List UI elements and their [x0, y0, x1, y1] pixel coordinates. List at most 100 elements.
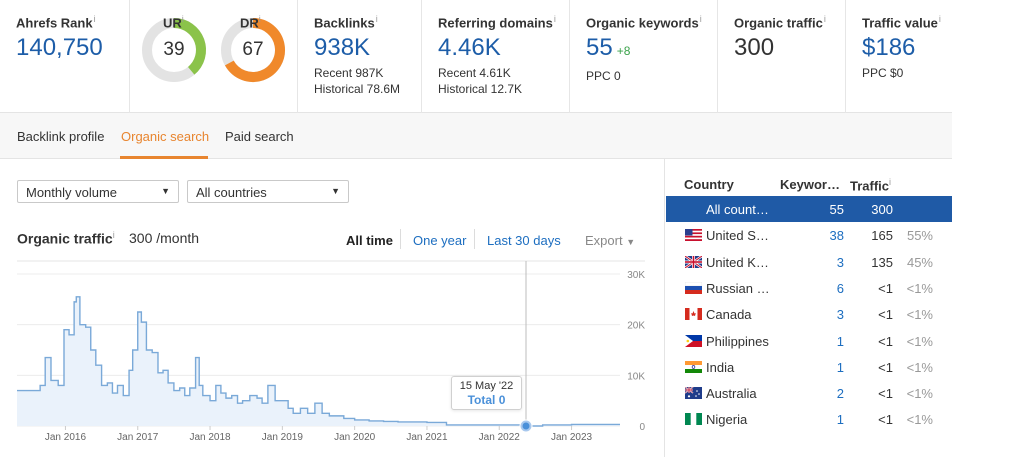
country-keywords[interactable]: 55: [829, 202, 844, 217]
info-icon[interactable]: i: [258, 14, 261, 24]
export-button[interactable]: Export ▼: [585, 233, 635, 248]
table-row[interactable]: Nigeria 1 <1 <1%: [666, 406, 952, 432]
organic-keywords-delta: +8: [616, 44, 631, 59]
traffic-column-header[interactable]: Traffici: [850, 177, 891, 193]
y-tick-label: 30K: [627, 270, 645, 281]
traffic-area: [17, 296, 620, 426]
organic-keywords-value[interactable]: 55: [586, 34, 613, 62]
info-icon[interactable]: i: [93, 14, 96, 24]
x-tick-label: Jan 2017: [117, 432, 159, 443]
referring-domains-recent: Recent 4.61K: [438, 66, 511, 81]
country-keywords[interactable]: 6: [836, 280, 844, 296]
country-name[interactable]: United K…: [706, 254, 769, 270]
country-keywords[interactable]: 3: [836, 307, 844, 323]
traffic-line: [17, 296, 620, 427]
range-one-year[interactable]: One year: [413, 233, 467, 248]
report-tabs: Backlink profile Organic search Paid sea…: [0, 113, 952, 159]
table-row[interactable]: United S… 38 165 55%: [666, 222, 952, 248]
chart-title: Organic traffici: [17, 230, 115, 247]
caret-down-icon: ▼: [161, 186, 170, 196]
info-icon[interactable]: i: [823, 14, 826, 24]
info-icon[interactable]: i: [553, 14, 556, 24]
table-row[interactable]: Australia 2 <1 <1%: [666, 380, 952, 406]
philippines-flag-icon: [685, 334, 702, 347]
ahrefs-rank-label: Ahrefs Rank: [16, 15, 93, 31]
country-traffic-share: <1%: [906, 386, 933, 402]
y-tick-label: 0: [639, 422, 645, 433]
backlinks-historical: Historical 78.6M: [314, 82, 401, 97]
info-icon: i: [889, 177, 892, 187]
keywords-column-header[interactable]: Keywor…: [780, 177, 840, 192]
ur-dr-gauges: [142, 18, 285, 82]
country-traffic-share: <1%: [906, 307, 933, 323]
range-all-time[interactable]: All time: [346, 233, 393, 248]
table-row[interactable]: United K… 3 135 45%: [666, 249, 952, 275]
country-name[interactable]: India: [706, 359, 735, 375]
caret-down-icon: ▼: [626, 237, 636, 247]
highlight-point: [522, 422, 530, 430]
tooltip-total: Total 0: [467, 393, 506, 407]
y-tick-label: 10K: [627, 371, 645, 382]
ur-gauge[interactable]: [142, 18, 206, 82]
tab-backlink-profile[interactable]: Backlink profile: [17, 129, 105, 144]
backlinks-recent: Recent 987K: [314, 66, 384, 81]
country-name[interactable]: Canada: [706, 307, 752, 323]
info-icon[interactable]: i: [181, 14, 184, 24]
nigeria-flag-icon: [685, 413, 702, 426]
country-name[interactable]: Philippines: [706, 333, 769, 349]
metric-ahrefs-rank: Ahrefs Ranki 140,750: [0, 0, 130, 113]
country-name[interactable]: Australia: [706, 386, 757, 402]
info-icon[interactable]: i: [112, 230, 115, 240]
dr-value: 67: [242, 39, 264, 60]
metric-traffic-value: Traffic valuei $186 PPC $0: [846, 0, 952, 113]
x-tick-label: Jan 2021: [406, 432, 448, 443]
country-keywords[interactable]: 1: [836, 359, 844, 375]
volume-select[interactable]: Monthly volume ▼: [17, 180, 179, 203]
organic-keywords-label: Organic keywords: [586, 15, 699, 31]
info-icon[interactable]: i: [375, 14, 378, 24]
range-last-30-days[interactable]: Last 30 days: [487, 233, 561, 248]
country-traffic: <1: [878, 386, 893, 402]
traffic-value-ppc: PPC $0: [862, 66, 904, 81]
country-table: Country Keywor… Traffici All count… 55 300…: [664, 159, 952, 457]
table-row[interactable]: India 1 <1 <1%: [666, 354, 952, 380]
organic-traffic-chart[interactable]: 30K 20K 10K 0 Jan 2016 Jan 2017 Jan 2018 Jan 20…: [0, 258, 660, 457]
country-name[interactable]: Russian …: [706, 280, 770, 296]
country-name[interactable]: United S…: [706, 228, 769, 244]
info-icon[interactable]: i: [699, 14, 702, 24]
x-tick-label: Jan 2023: [551, 432, 593, 443]
country-keywords[interactable]: 38: [829, 228, 844, 244]
table-row[interactable]: Russian … 6 <1 <1%: [666, 275, 952, 301]
country-name[interactable]: Nigeria: [706, 412, 748, 428]
table-row[interactable]: All count… 55 300: [666, 196, 952, 222]
info-icon[interactable]: i: [938, 14, 941, 24]
country-traffic: 165: [871, 228, 893, 244]
country-name[interactable]: All count…: [706, 202, 769, 217]
metric-organic-keywords: Organic keywordsi 55 +8 PPC 0: [570, 0, 718, 113]
traffic-column-header-text: Traffic: [850, 178, 890, 194]
country-keywords[interactable]: 1: [836, 333, 844, 349]
country-keywords[interactable]: 3: [836, 254, 844, 270]
table-row[interactable]: Philippines 1 <1 <1%: [666, 328, 952, 354]
dr-gauge[interactable]: [221, 18, 285, 82]
backlinks-value[interactable]: 938K: [314, 34, 371, 62]
tab-organic-search[interactable]: Organic search: [121, 129, 210, 144]
table-row[interactable]: Canada 3 <1 <1%: [666, 301, 952, 327]
country-traffic-share: 55%: [906, 228, 933, 244]
metric-organic-traffic: Organic traffici 300: [718, 0, 846, 113]
country-select[interactable]: All countries ▼: [187, 180, 349, 203]
us-flag-icon: [685, 229, 702, 242]
australia-flag-icon: [684, 386, 702, 400]
ahrefs-rank-value[interactable]: 140,750: [16, 34, 103, 62]
referring-domains-value[interactable]: 4.46K: [438, 34, 501, 62]
country-keywords[interactable]: 2: [836, 386, 844, 402]
country-traffic: <1: [878, 359, 893, 375]
country-traffic-share: 45%: [906, 254, 933, 270]
country-column-header[interactable]: Country: [684, 177, 734, 192]
country-traffic-share: <1%: [906, 280, 933, 296]
country-keywords[interactable]: 1: [836, 412, 844, 428]
russia-flag-icon: [684, 281, 703, 294]
dr-gauge-arc: [224, 18, 285, 82]
tab-paid-search[interactable]: Paid search: [225, 129, 294, 144]
traffic-value-amount[interactable]: $186: [862, 34, 916, 62]
